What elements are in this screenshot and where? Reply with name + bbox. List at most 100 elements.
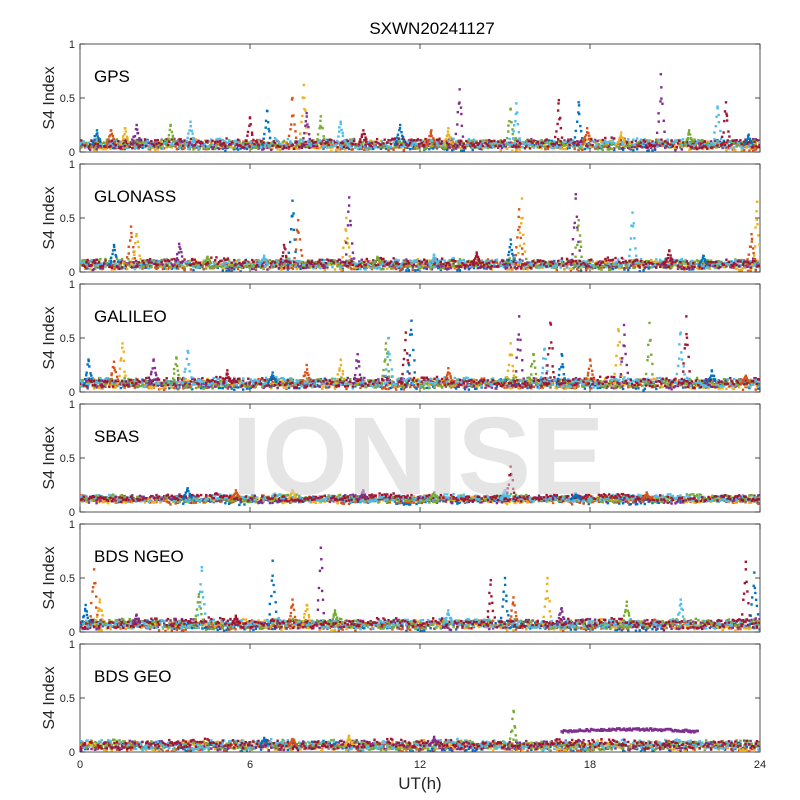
data-point	[429, 138, 432, 142]
data-point	[514, 144, 518, 147]
data-point	[454, 265, 458, 268]
data-point	[105, 261, 108, 265]
data-point	[170, 267, 173, 270]
data-point	[495, 261, 499, 264]
data-point	[457, 259, 460, 263]
spike-point	[430, 134, 433, 138]
data-point	[110, 142, 114, 146]
data-point	[611, 138, 615, 141]
data-point	[679, 262, 682, 266]
spike-point	[426, 141, 430, 144]
data-point	[162, 147, 166, 150]
spike-point	[585, 131, 589, 134]
data-point	[183, 258, 186, 261]
data-point	[750, 266, 754, 269]
spike-point	[320, 126, 323, 129]
spike-point	[138, 137, 141, 140]
spike-point	[304, 120, 308, 123]
data-point	[757, 139, 760, 142]
data-point	[365, 259, 369, 262]
data-point	[676, 142, 680, 145]
data-point	[322, 266, 325, 270]
data-point	[261, 141, 264, 145]
data-point	[504, 144, 508, 148]
data-point	[366, 265, 370, 269]
data-point	[270, 141, 273, 145]
data-point	[628, 140, 631, 144]
data-point	[709, 142, 713, 145]
data-point	[379, 143, 383, 146]
data-point	[527, 263, 530, 267]
data-point	[124, 264, 128, 267]
data-point	[499, 264, 502, 267]
data-point	[396, 259, 399, 263]
data-point	[709, 146, 713, 149]
data-point	[219, 143, 222, 147]
data-point	[695, 266, 699, 270]
data-point	[89, 260, 92, 263]
data-point	[89, 148, 92, 152]
spike-point	[574, 129, 577, 133]
data-point	[350, 145, 353, 148]
data-point	[83, 265, 87, 268]
data-point	[411, 265, 414, 269]
data-point	[298, 140, 301, 143]
data-point	[393, 258, 397, 262]
data-point	[480, 145, 483, 148]
data-point	[548, 145, 551, 149]
data-point	[146, 264, 149, 267]
data-point	[565, 265, 569, 268]
data-point	[254, 145, 258, 148]
data-point	[127, 145, 130, 148]
data-point	[300, 141, 304, 144]
data-point	[244, 264, 247, 268]
data-point	[672, 143, 676, 146]
data-point	[579, 269, 583, 272]
data-point	[356, 267, 360, 271]
data-point	[176, 267, 180, 270]
data-point	[213, 259, 217, 262]
data-point	[230, 264, 233, 268]
data-point	[281, 259, 284, 262]
data-point	[173, 265, 176, 268]
spike-point	[249, 123, 252, 126]
data-point	[440, 144, 444, 148]
data-point	[182, 140, 185, 144]
data-point	[458, 258, 462, 261]
data-point	[481, 144, 485, 148]
data-point	[584, 261, 588, 265]
spike-point	[446, 130, 450, 133]
data-point	[157, 146, 161, 149]
data-point	[568, 267, 571, 270]
data-point	[338, 262, 342, 266]
data-point	[669, 261, 672, 265]
data-point	[628, 144, 631, 148]
data-point	[553, 146, 556, 150]
data-point	[346, 146, 349, 149]
spike-peak	[585, 127, 589, 130]
data-point	[366, 142, 370, 146]
data-point	[125, 146, 129, 150]
data-point	[620, 263, 624, 266]
data-point	[338, 145, 342, 149]
spike-point	[109, 133, 112, 137]
spike-point	[620, 135, 623, 139]
data-point	[539, 142, 542, 146]
data-point	[438, 142, 441, 146]
data-point	[511, 149, 514, 152]
spike-point	[190, 129, 193, 133]
data-point	[417, 263, 421, 266]
spike-point	[302, 137, 305, 140]
data-point	[591, 267, 594, 270]
data-point	[347, 147, 351, 151]
data-point	[727, 144, 731, 147]
data-point	[141, 142, 144, 145]
data-point	[324, 142, 328, 146]
data-point	[559, 146, 562, 149]
spike-point	[577, 111, 580, 114]
spike-point	[248, 124, 251, 127]
data-point	[472, 140, 476, 143]
data-point	[86, 258, 89, 262]
spike-peak	[339, 120, 342, 123]
data-point	[429, 145, 432, 149]
